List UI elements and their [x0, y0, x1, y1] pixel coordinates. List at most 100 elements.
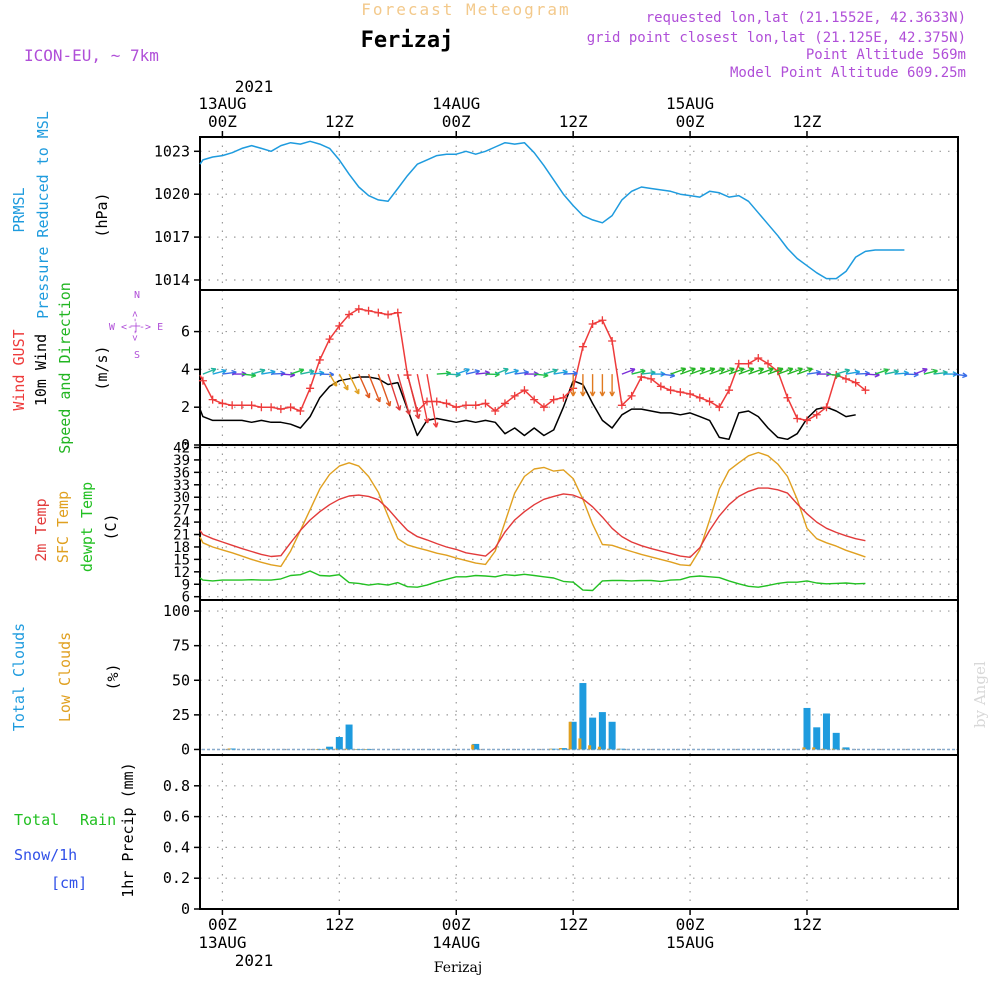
wind-direction-arrow: [543, 368, 558, 375]
wind-direction-arrow: [290, 368, 305, 375]
gust-marker: [802, 416, 811, 425]
gust-marker: [617, 401, 626, 410]
wind-direction-arrow: [319, 371, 335, 378]
low-clouds-bar: [597, 746, 601, 750]
wind-direction-arrow: [609, 374, 616, 397]
gust-marker: [549, 395, 558, 404]
panel-frame: [199, 136, 959, 291]
low-clouds-bar: [841, 748, 845, 750]
bottom-time-label: 12Z: [325, 915, 354, 934]
total-clouds-bar: [316, 749, 324, 750]
clouds-unit-label: (%): [104, 663, 122, 690]
panel-wind: 0 2 4 6: [181, 290, 968, 454]
gust-marker: [237, 401, 246, 410]
gust-marker: [306, 384, 315, 393]
credit: by Angel: [971, 661, 989, 728]
compass-top-label: <-|->: [130, 311, 141, 341]
y-tick-label: 15: [173, 552, 190, 568]
wind-direction-arrow: [670, 367, 687, 375]
gust-marker: [315, 355, 324, 364]
gust-marker: [442, 399, 451, 408]
total-clouds-bar: [608, 721, 616, 750]
gust-marker: [530, 395, 539, 404]
wind-direction-arrow: [680, 367, 696, 375]
compass-rose: W <-|-> E <-|-> N S: [109, 290, 163, 361]
gust-marker: [715, 403, 724, 412]
panel-frame: [199, 444, 959, 601]
rain-total-label: Total: [14, 811, 59, 829]
bottom-time-label: 12Z: [559, 915, 588, 934]
total-clouds-bar: [832, 732, 840, 750]
wind-direction-arrow: [436, 370, 452, 377]
y-tick-label: 1014: [154, 271, 190, 289]
gust-marker: [705, 397, 714, 406]
bottom-time-label: 12Z: [793, 915, 822, 934]
low-clouds-bar: [821, 748, 825, 750]
gust-marker: [686, 389, 695, 398]
y-tick-label: 1020: [154, 185, 190, 203]
wind-direction-arrow: [494, 367, 509, 375]
low-clouds-bar: [812, 747, 816, 750]
gust-marker: [325, 335, 334, 344]
bottom-time-label: 00Z: [208, 915, 237, 934]
gust-marker: [666, 386, 675, 395]
low-clouds-bar: [578, 738, 582, 750]
y-tick-label: 6: [181, 323, 190, 341]
wind-direction-arrow: [338, 373, 349, 391]
wind-direction-arrow: [953, 372, 968, 379]
wind-direction-arrow: [913, 367, 928, 375]
wind-direction-arrow: [758, 367, 774, 375]
gust-marker: [588, 320, 597, 329]
total-clouds-bar: [559, 748, 567, 750]
panel-pressure: 1014 1017 1020 1023: [154, 136, 959, 291]
wind-direction-arrow: [689, 367, 706, 375]
gust-marker: [257, 403, 266, 412]
gust-marker: [539, 403, 548, 412]
gust-marker: [393, 308, 402, 317]
wind-direction-arrow: [416, 373, 430, 424]
wind-direction-arrow: [328, 373, 338, 387]
temp-2m-line: [199, 487, 866, 558]
top-date-label: 15AUG: [666, 94, 714, 113]
gust-marker: [793, 414, 802, 423]
gust-marker: [608, 337, 617, 346]
low-clouds-label: Low Clouds: [56, 632, 74, 722]
model-name: ICON-EU, ~ 7km: [24, 46, 159, 65]
compass-n-label: N: [134, 290, 140, 301]
wind-direction-arrow: [455, 368, 470, 375]
y-tick-label: 21: [173, 528, 190, 544]
gust-marker: [198, 376, 207, 385]
wind-direction-arrow: [709, 367, 726, 375]
gust-marker: [744, 359, 753, 368]
wind-direction-arrow: [377, 373, 392, 407]
y-tick-label: 0: [181, 900, 190, 918]
top-time-label: 12Z: [793, 112, 822, 131]
gust-marker: [335, 321, 344, 330]
total-clouds-bar: [345, 724, 353, 750]
bottom-date-label: 15AUG: [666, 933, 714, 952]
wind-direction-arrow: [699, 367, 716, 375]
point-altitude: Point Altitude 569m: [806, 47, 966, 63]
snow-label: Snow/1h: [14, 846, 77, 864]
y-tick-label: 75: [172, 637, 190, 655]
y-tick-label: 0.6: [163, 808, 190, 826]
gust-marker: [491, 406, 500, 415]
wind-direction-arrow: [367, 373, 381, 403]
compass-s-label: S: [134, 350, 140, 361]
low-clouds-bar: [617, 748, 621, 750]
y-tick-label: 18: [173, 540, 190, 556]
wind-line: [199, 376, 856, 441]
wind-direction-arrow: [348, 373, 360, 395]
gust-marker: [228, 401, 237, 410]
model-altitude: Model Point Altitude 609.25m: [730, 65, 966, 81]
sfc-label: SFC Temp: [54, 491, 72, 563]
compass-we-label: W <-|-> E: [109, 322, 163, 333]
low-clouds-bar: [568, 721, 572, 750]
total-clouds-bar: [822, 713, 830, 750]
total-clouds-bar: [842, 747, 850, 750]
gust-marker: [481, 399, 490, 408]
gust-marker: [286, 403, 295, 412]
y-tick-label: 0: [181, 436, 190, 454]
gust-marker: [822, 403, 831, 412]
gust-marker: [218, 399, 227, 408]
